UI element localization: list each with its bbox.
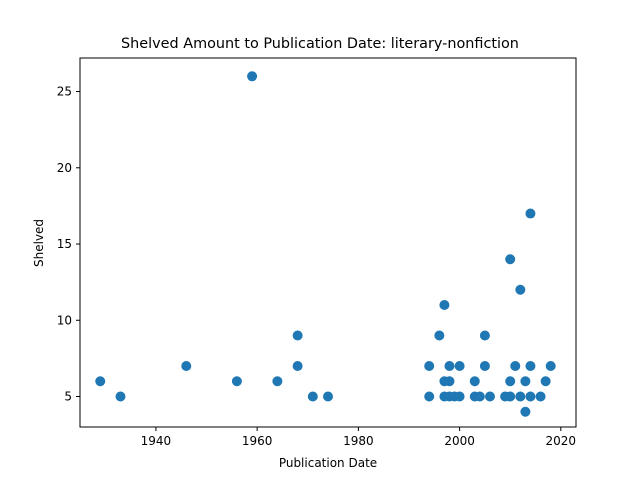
data-point <box>115 391 126 402</box>
points-layer <box>95 71 556 417</box>
data-point <box>479 361 490 372</box>
data-point <box>515 391 526 402</box>
data-point <box>272 376 283 387</box>
chart-title: Shelved Amount to Publication Date: lite… <box>121 36 519 52</box>
y-axis-label: Shelved <box>32 219 46 267</box>
y-tick-label: 5 <box>64 390 72 404</box>
data-point <box>520 406 531 417</box>
data-point <box>510 361 521 372</box>
y-axis: 5 10 15 20 25 <box>57 85 80 404</box>
data-point <box>231 376 242 387</box>
data-point <box>505 254 516 265</box>
x-tick-label: 2020 <box>546 434 577 448</box>
y-tick-label: 25 <box>57 85 72 99</box>
x-tick-label: 2000 <box>444 434 475 448</box>
data-point <box>525 208 536 219</box>
data-point <box>323 391 333 402</box>
data-point <box>545 361 556 372</box>
data-point <box>525 391 536 402</box>
data-point <box>444 376 455 387</box>
data-point <box>535 391 546 402</box>
data-point <box>424 361 435 372</box>
x-tick-label: 1980 <box>343 434 374 448</box>
data-point <box>292 361 303 372</box>
data-point <box>181 361 192 372</box>
data-point <box>479 330 490 341</box>
data-point <box>469 376 480 387</box>
data-point <box>515 284 526 295</box>
data-point <box>540 376 551 387</box>
data-point <box>307 391 318 402</box>
y-tick-label: 10 <box>57 313 72 327</box>
x-tick-label: 1940 <box>141 434 172 448</box>
x-axis: 1940 1960 1980 2000 2020 <box>141 427 576 448</box>
data-point <box>424 391 435 402</box>
data-point <box>520 376 531 387</box>
y-tick-label: 15 <box>57 237 72 251</box>
data-point <box>434 330 445 341</box>
data-point <box>292 330 303 341</box>
plot-frame <box>79 57 577 428</box>
data-point <box>439 300 450 311</box>
data-point <box>474 391 485 402</box>
data-point <box>444 361 455 372</box>
data-point <box>505 391 516 402</box>
data-point <box>505 376 516 387</box>
data-point <box>454 391 465 402</box>
data-point <box>525 361 536 372</box>
data-point <box>454 361 465 372</box>
x-axis-label: Publication Date <box>279 456 377 470</box>
data-point <box>247 71 258 82</box>
y-tick-label: 20 <box>57 161 72 175</box>
x-tick-label: 1960 <box>242 434 273 448</box>
data-point <box>95 376 106 387</box>
data-point <box>484 391 495 402</box>
